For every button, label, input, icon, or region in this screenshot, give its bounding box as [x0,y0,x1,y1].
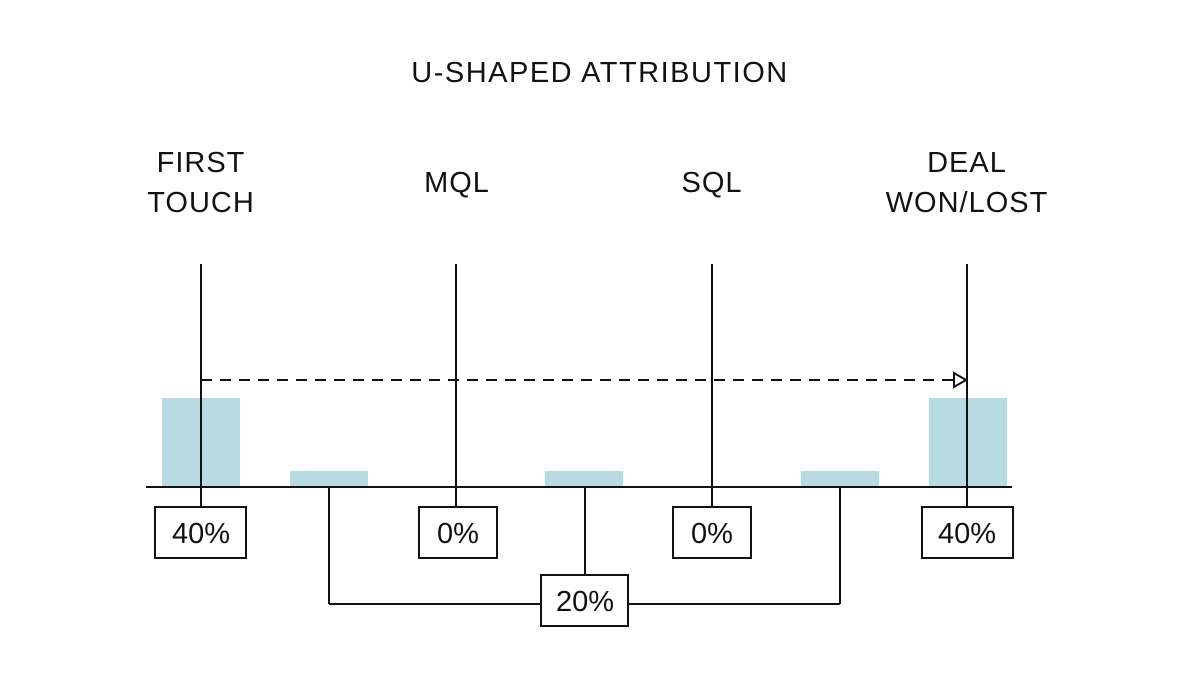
percent-value-first-touch: 40% [172,518,230,550]
stage-label-first-touch-line2: TOUCH [147,187,255,219]
percent-value-mql: 0% [437,518,479,550]
stage-label-sql: SQL [681,167,742,199]
percent-box-middle-group [540,574,629,627]
stage-label-deal-line2: WON/LOST [886,187,1049,219]
diagram-title: U-SHAPED ATTRIBUTION [411,57,789,89]
journey-arrowhead-icon [953,371,968,389]
percent-value-deal: 40% [938,518,996,550]
credit-bar-middle-1 [290,471,368,487]
stage-label-mql: MQL [424,167,490,199]
percent-box-deal [921,506,1014,559]
percent-box-first-touch [154,506,247,559]
stage-label-deal-line1: DEAL [927,147,1007,179]
percent-box-mql [418,506,498,559]
stage-label-first-touch-line1: FIRST [157,147,246,179]
percent-box-sql [672,506,752,559]
percent-value-middle-group: 20% [556,586,614,618]
credit-bar-middle-3 [801,471,879,487]
credit-bar-middle-2 [545,471,623,487]
percent-value-sql: 0% [691,518,733,550]
